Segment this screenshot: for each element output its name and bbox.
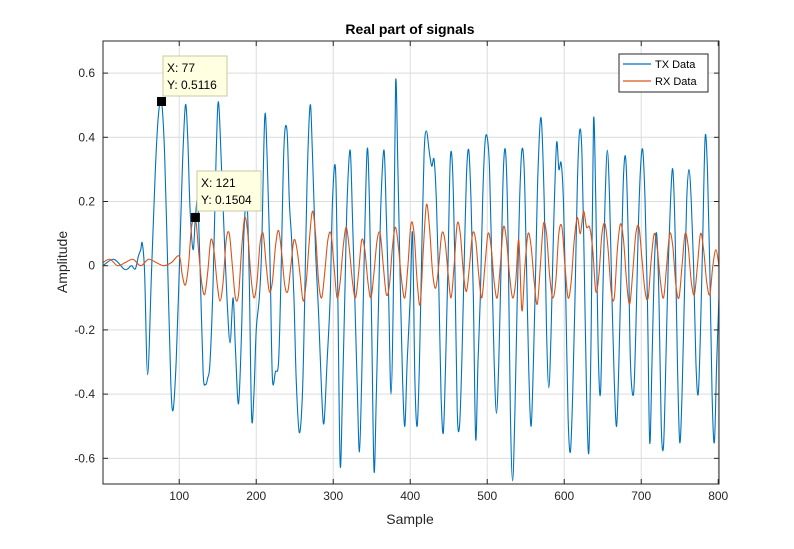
x-tick-label: 500 xyxy=(477,489,497,503)
y-tick-label: 0.2 xyxy=(78,195,95,209)
legend-label-rx: RX Data xyxy=(655,76,697,88)
chart-title: Real part of signals xyxy=(345,21,474,37)
y-tick-label: 0 xyxy=(88,259,95,273)
legend-label-tx: TX Data xyxy=(655,59,696,71)
datatip-x-text: X: 77 xyxy=(167,61,195,75)
plot-series xyxy=(103,78,719,482)
datatip-marker xyxy=(157,96,167,106)
y-tick-label: -0.4 xyxy=(74,387,95,401)
legend-box xyxy=(618,53,709,93)
axes-box xyxy=(102,40,720,485)
y-tick-label: 0.4 xyxy=(78,130,95,144)
x-tick-label: 200 xyxy=(246,489,266,503)
axis-ticks: 100 200 300 400 500 600 700 800 -0.6 -0.4 -0.2 0 0.2… xyxy=(74,41,729,503)
datatip[interactable]: X: 121 Y: 0.1504 xyxy=(190,170,262,222)
x-axis-label: Sample xyxy=(386,511,434,527)
x-tick-label: 300 xyxy=(323,489,343,503)
y-tick-label: 0.6 xyxy=(78,66,95,80)
series-line-tx-data xyxy=(103,78,719,482)
x-tick-label: 700 xyxy=(631,489,651,503)
y-tick-label: -0.2 xyxy=(74,323,95,337)
datatip-marker xyxy=(190,212,200,222)
datatip-y-text: Y: 0.1504 xyxy=(201,193,252,207)
x-tick-label: 400 xyxy=(400,489,420,503)
series-line-rx-data xyxy=(103,203,719,312)
datatip-y-text: Y: 0.5116 xyxy=(167,78,217,92)
datatip-box xyxy=(162,55,228,97)
x-tick-label: 600 xyxy=(554,489,574,503)
x-tick-label: 800 xyxy=(708,489,728,503)
y-axis-label: Amplitude xyxy=(54,231,70,293)
legend[interactable]: TX Data RX Data xyxy=(618,53,709,93)
x-tick-label: 100 xyxy=(169,489,189,503)
datatip-x-text: X: 121 xyxy=(201,176,236,190)
datatip[interactable]: X: 77 Y: 0.5116 xyxy=(157,55,228,106)
datatips: X: 77 Y: 0.5116 X: 121 Y: 0.1504 xyxy=(157,55,262,222)
y-tick-label: -0.6 xyxy=(74,451,95,465)
datatip-box xyxy=(196,170,262,212)
